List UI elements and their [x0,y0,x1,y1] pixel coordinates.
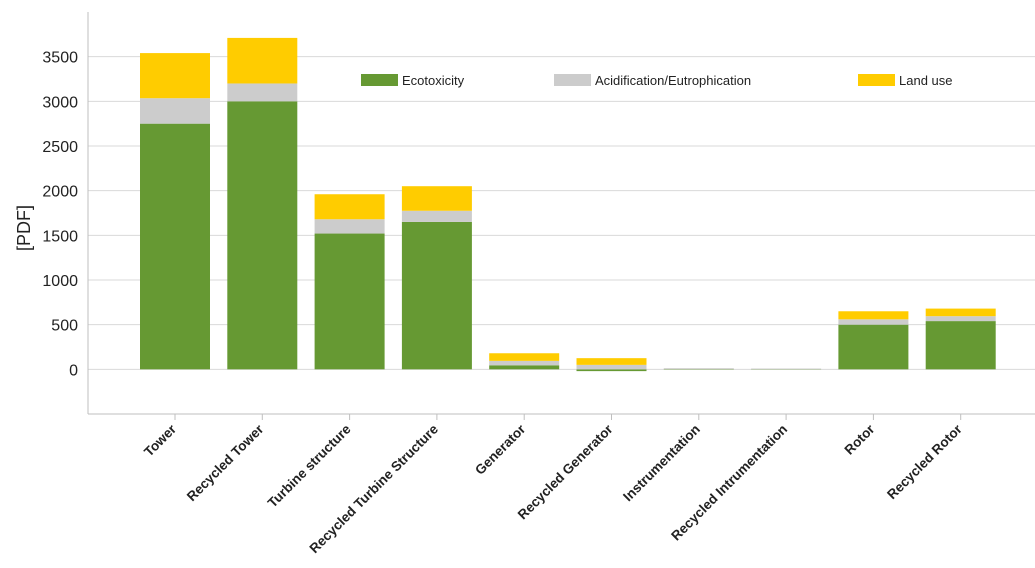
bar-segment-acidification-eutrophication [489,360,560,366]
bar-segment-land-use [489,353,560,361]
bar-segment-land-use [925,308,996,317]
x-tick-label: Recycled Rotor [884,421,965,502]
bar-segment-acidification-eutrophication [838,319,909,325]
bar-segment-acidification-eutrophication [314,219,385,234]
y-tick-label: 2500 [42,139,78,156]
bar-segment-acidification-eutrophication [663,368,734,369]
y-tick-label: 500 [51,318,78,335]
legend-swatch [554,74,591,86]
x-tick-label: Instrumentation [620,422,703,505]
axes [87,12,1035,420]
legend-swatch [361,74,398,86]
x-tick-label: Rotor [841,421,878,458]
bar-segment-land-use [314,194,385,220]
legend-swatch [858,74,895,86]
bar-segment-acidification-eutrophication [576,364,647,370]
bar-segment-ecotoxicity [576,369,647,372]
legend-label: Acidification/Eutrophication [595,73,751,88]
bar-segment-acidification-eutrophication [140,98,210,124]
x-tick-label: Recycled Tower [184,421,267,504]
x-tick-label: Generator [472,421,529,478]
bar-segment-land-use [576,358,647,365]
legend-item: Acidification/Eutrophication [554,73,751,88]
bar-segment-acidification-eutrophication [227,83,298,102]
legend-label: Ecotoxicity [402,73,465,88]
legend-item: Land use [858,73,953,88]
bar-segment-acidification-eutrophication [751,368,822,370]
bar-segment-ecotoxicity [925,321,996,370]
x-tick-label: Tower [141,421,180,460]
y-axis-label: [PDF] [14,205,34,251]
y-tick-label: 2000 [42,184,78,201]
y-tick-label: 0 [69,362,78,379]
bar-segment-acidification-eutrophication [925,316,996,322]
bar-segment-ecotoxicity [140,123,210,370]
bar-segment-land-use [140,53,210,99]
y-tick-label: 3500 [42,50,78,67]
bar-segment-ecotoxicity [401,221,472,370]
legend: Ecotoxicity Acidification/Eutrophication L… [361,73,953,88]
bar-segment-land-use [838,311,909,320]
y-tick-labels: 0 500 1000 1500 2000 2500 3000 3500 [42,50,78,380]
x-tick-label: Turbine structure [265,421,354,510]
bar-segment-land-use [227,37,298,84]
bar-segment-acidification-eutrophication [401,210,472,222]
bar-segment-ecotoxicity [838,324,909,370]
bar-segment-ecotoxicity [489,365,560,370]
y-tick-label: 1500 [42,228,78,245]
bar-segment-ecotoxicity [314,233,385,370]
y-tick-label: 1000 [42,273,78,290]
legend-item: Ecotoxicity [361,73,465,88]
legend-label: Land use [899,73,953,88]
bar-segment-ecotoxicity [227,101,298,370]
y-tick-label: 3000 [42,94,78,111]
bar-segment-land-use [401,186,472,211]
bars [140,37,996,372]
x-tick-label: Recycled Generator [515,421,616,522]
